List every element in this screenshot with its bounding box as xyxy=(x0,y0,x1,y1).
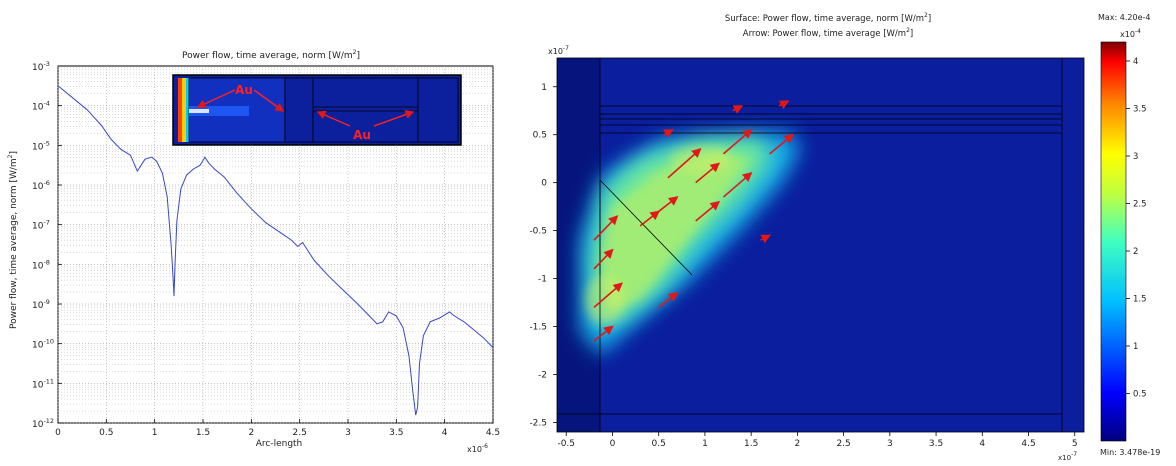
left-y-tick-label: 10-3 xyxy=(32,60,50,73)
power-flow-line xyxy=(57,85,494,416)
right-y-tick-label: -2 xyxy=(538,370,547,380)
right-y-tick-label: -1 xyxy=(538,275,547,285)
colorbar xyxy=(1100,41,1127,442)
structure-outline xyxy=(556,57,1085,433)
right-title-line1: Surface: Power flow, time average, norm … xyxy=(725,12,931,24)
right-y-tick-label: -0.5 xyxy=(529,227,547,237)
flow-arrow xyxy=(658,196,679,213)
right-x-tick-label: -0.5 xyxy=(557,439,575,449)
flow-arrow xyxy=(778,100,790,110)
flow-arrow xyxy=(695,162,721,184)
left-y-axis-label: Power flow, time average, norm [W/m2] xyxy=(7,151,19,329)
left-y-tick-label: 10-9 xyxy=(32,298,50,311)
flow-arrow xyxy=(695,200,721,222)
flow-arrow xyxy=(722,128,753,155)
left-x-tick-label: 3.5 xyxy=(389,428,403,438)
left-x-tick-label: 0.5 xyxy=(99,428,113,438)
right-x-tick-label: 1 xyxy=(702,439,708,449)
right-x-tick-label: 4 xyxy=(979,439,985,449)
left-y-tick-label: 10-10 xyxy=(32,338,54,351)
colorbar-exponent: x10-4 xyxy=(1120,28,1141,39)
left-x-tick-label: 4 xyxy=(442,428,448,438)
flow-arrow xyxy=(769,133,794,155)
right-x-tick-label: 3 xyxy=(887,439,893,449)
right-title-line2: Arrow: Power flow, time average [W/m2] xyxy=(743,27,913,39)
left-y-tick-label: 10-8 xyxy=(32,258,50,271)
colorbar-tick-label: 1.5 xyxy=(1133,295,1147,305)
left-x-tick-label: 1 xyxy=(152,428,158,438)
left-y-tick-label: 10-6 xyxy=(32,179,50,192)
colorbar-tick-label: 2.5 xyxy=(1133,200,1147,210)
right-y-tick-label: 0.5 xyxy=(533,131,547,141)
flow-arrow xyxy=(593,248,614,270)
left-x-axis-label: Arc-length xyxy=(256,439,303,449)
field-intensity xyxy=(557,58,800,432)
flow-arrow xyxy=(722,172,753,198)
right-x-tick-label: 4.5 xyxy=(1021,439,1035,449)
inset-label-au-1: Au xyxy=(235,83,253,97)
left-chart-title: Power flow, time average, norm [W/m2] xyxy=(182,49,360,61)
right-y-tick-label: 1 xyxy=(541,83,547,93)
colorbar-tick-label: 1 xyxy=(1133,342,1138,352)
flow-arrow xyxy=(667,148,702,179)
colorbar-tick-label: 3 xyxy=(1133,152,1138,162)
right-y-exponent: x10-7 xyxy=(548,45,569,56)
left-x-tick-label: 0 xyxy=(55,428,61,438)
au-structure-inset: Au Au xyxy=(172,74,462,146)
colorbar-max: Max: 4.20e-4 xyxy=(1098,13,1151,22)
right-y-tick-label: -2.5 xyxy=(529,418,547,428)
flow-arrow xyxy=(593,282,623,308)
left-y-tick-label: 10-4 xyxy=(32,100,50,113)
left-y-tick-label: 10-5 xyxy=(32,139,50,152)
flow-arrow xyxy=(593,215,619,241)
left-x-ticks: 0 0.5 1 1.5 2 2.5 3 3.5 4 4.5 xyxy=(55,419,500,438)
left-x-tick-label: 1.5 xyxy=(196,428,210,438)
left-y-tick-label: 10-12 xyxy=(32,417,54,430)
right-x-tick-label: 2.5 xyxy=(836,439,850,449)
right-y-tick-label: -1.5 xyxy=(529,323,547,333)
flow-arrow xyxy=(732,105,744,114)
left-x-tick-label: 2.5 xyxy=(293,428,307,438)
right-x-exponent: x10-7 xyxy=(1058,451,1077,462)
left-x-tick-label: 2 xyxy=(248,428,254,438)
colorbar-tick-label: 3.5 xyxy=(1133,105,1147,115)
colorbar-tick-label: 2 xyxy=(1133,247,1138,257)
left-x-tick-label: 3 xyxy=(345,428,351,438)
inset-label-au-2: Au xyxy=(353,128,371,142)
colorbar-tick-label: 4 xyxy=(1133,57,1138,67)
right-x-tick-label: 0.5 xyxy=(652,439,666,449)
right-y-tick-label: 0 xyxy=(541,179,547,189)
left-x-exponent: x10-6 xyxy=(467,443,488,454)
left-y-tick-label: 10-11 xyxy=(32,377,54,390)
flow-arrow xyxy=(593,325,614,342)
right-x-tick-label: 0 xyxy=(610,439,616,449)
flow-arrow xyxy=(639,210,660,227)
flow-arrow xyxy=(662,129,674,138)
colorbar-tick-label: 0.5 xyxy=(1133,390,1147,400)
right-heatmap: Surface: Power flow, time average, norm … xyxy=(529,12,1160,462)
flow-arrow xyxy=(760,234,772,244)
right-x-tick-label: 2 xyxy=(795,439,801,449)
power-flow-arrows xyxy=(593,100,794,342)
colorbar-min: Min: 3.478e-19 xyxy=(1100,448,1160,457)
left-y-ticks: 10-12 10-11 10-10 10-9 10-8 10-7 10-6 10-5 10-4 1… xyxy=(32,60,62,430)
left-x-tick-label: 4.5 xyxy=(486,428,500,438)
right-x-tick-label: 5 xyxy=(1072,439,1078,449)
right-y-ticks: 1 0.5 0 -0.5 -1 -1.5 -2 -2.5 xyxy=(529,83,557,428)
left-y-tick-label: 10-7 xyxy=(32,219,50,232)
right-x-tick-label: 1.5 xyxy=(744,439,758,449)
left-grid xyxy=(57,66,494,424)
right-x-tick-label: 3.5 xyxy=(929,439,943,449)
flow-arrow xyxy=(658,291,679,308)
colorbar-ticks: 0.5 1 1.5 2 2.5 3 3.5 4 xyxy=(1126,57,1147,400)
right-x-ticks: -0.5 0 0.5 1 1.5 2 2.5 3 3.5 4 4.5 5 xyxy=(557,432,1078,449)
